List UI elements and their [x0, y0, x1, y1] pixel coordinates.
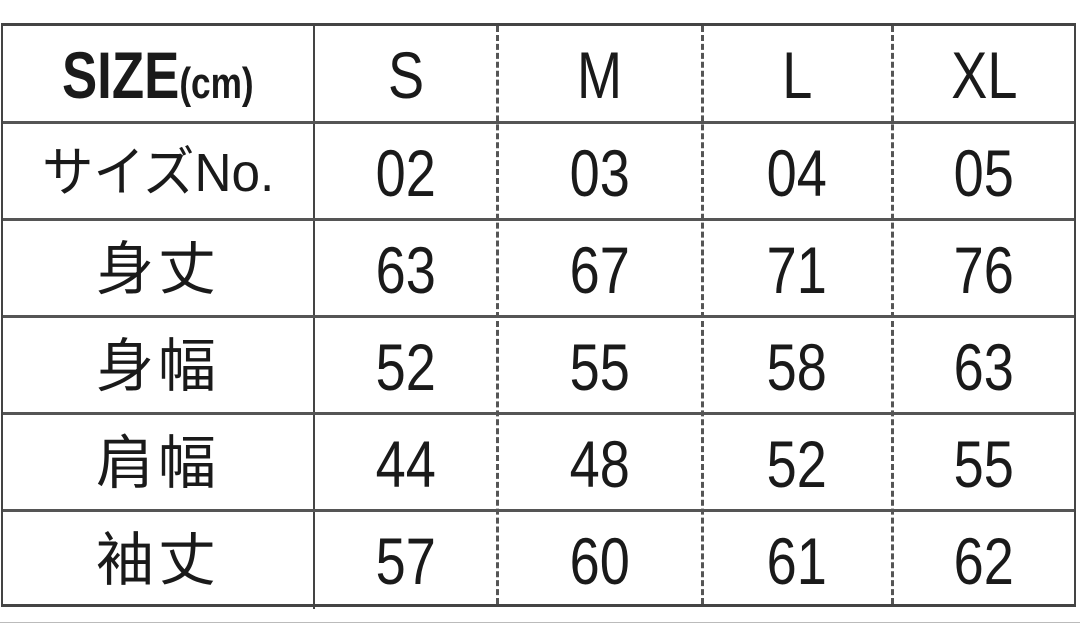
table-row: 身丈 63 67 71 76 [3, 221, 1074, 318]
value-cell: 71 [702, 221, 892, 318]
value-cell: 48 [497, 415, 702, 512]
value-cell: 61 [702, 512, 892, 609]
cell-value: 63 [375, 232, 437, 307]
row-label: サイズNo. [41, 142, 275, 203]
size-table: SIZE(cm) S M L XL サイズNo. 02 03 04 05 身丈 63 67 71… [1, 23, 1076, 609]
header-row: SIZE(cm) S M L XL [3, 26, 1074, 123]
row-label: 身幅 [95, 333, 220, 399]
cell-value: 63 [953, 329, 1015, 404]
value-cell: 55 [892, 415, 1076, 512]
row-divider [3, 509, 1074, 512]
row-divider [3, 218, 1074, 221]
value-cell: 60 [497, 512, 702, 609]
cell-value: 62 [953, 523, 1015, 598]
value-cell: 63 [892, 318, 1076, 415]
value-cell: 67 [497, 221, 702, 318]
cell-value: 58 [766, 329, 828, 404]
divider [0, 622, 1080, 623]
cell-value: 76 [953, 232, 1015, 307]
cell-value: 71 [766, 232, 828, 307]
table-row: 肩幅 44 48 52 55 [3, 415, 1074, 512]
row-label: 袖丈 [95, 527, 220, 593]
row-divider [3, 121, 1074, 124]
row-label-cell: サイズNo. [3, 124, 315, 221]
column-header-m: M [576, 37, 623, 112]
row-label-cell: 身丈 [3, 221, 315, 318]
value-cell: 44 [315, 415, 497, 512]
row-label: 身丈 [95, 236, 220, 302]
value-cell: 04 [702, 124, 892, 221]
value-cell: 57 [315, 512, 497, 609]
row-divider [3, 412, 1074, 415]
row-divider [3, 315, 1074, 318]
value-cell: 76 [892, 221, 1076, 318]
size-header-cell: SIZE(cm) [3, 26, 315, 123]
cell-value: 67 [569, 232, 630, 307]
cell-value: 52 [766, 426, 828, 501]
value-cell: 52 [702, 415, 892, 512]
value-cell: 58 [702, 318, 892, 415]
value-cell: 55 [497, 318, 702, 415]
column-header-s: S [387, 37, 425, 112]
column-header-l: L [781, 37, 813, 112]
value-cell: 63 [315, 221, 497, 318]
column-header-xl: XL [950, 37, 1018, 112]
cell-value: 55 [953, 426, 1015, 501]
cell-value: 02 [375, 135, 437, 210]
cell-value: 60 [569, 523, 630, 598]
cell-value: 03 [569, 135, 630, 210]
row-label-cell: 肩幅 [3, 415, 315, 512]
row-label: 肩幅 [95, 430, 220, 496]
value-cell: 52 [315, 318, 497, 415]
cell-value: 05 [953, 135, 1015, 210]
value-cell: 05 [892, 124, 1076, 221]
cell-value: 55 [569, 329, 630, 404]
row-label-cell: 身幅 [3, 318, 315, 415]
value-cell: 02 [315, 124, 497, 221]
cell-value: 44 [375, 426, 437, 501]
table-row: サイズNo. 02 03 04 05 [3, 124, 1074, 221]
value-cell: 03 [497, 124, 702, 221]
value-cell: 62 [892, 512, 1076, 609]
cell-value: 52 [375, 329, 437, 404]
row-label-cell: 袖丈 [3, 512, 315, 609]
cell-value: 61 [766, 523, 828, 598]
cell-value: 48 [569, 426, 630, 501]
cell-value: 57 [375, 523, 437, 598]
table-row: 袖丈 57 60 61 62 [3, 512, 1074, 609]
unit-label: (cm) [179, 58, 254, 108]
size-label: SIZE [62, 37, 180, 112]
table-row: 身幅 52 55 58 63 [3, 318, 1074, 415]
cell-value: 04 [766, 135, 828, 210]
